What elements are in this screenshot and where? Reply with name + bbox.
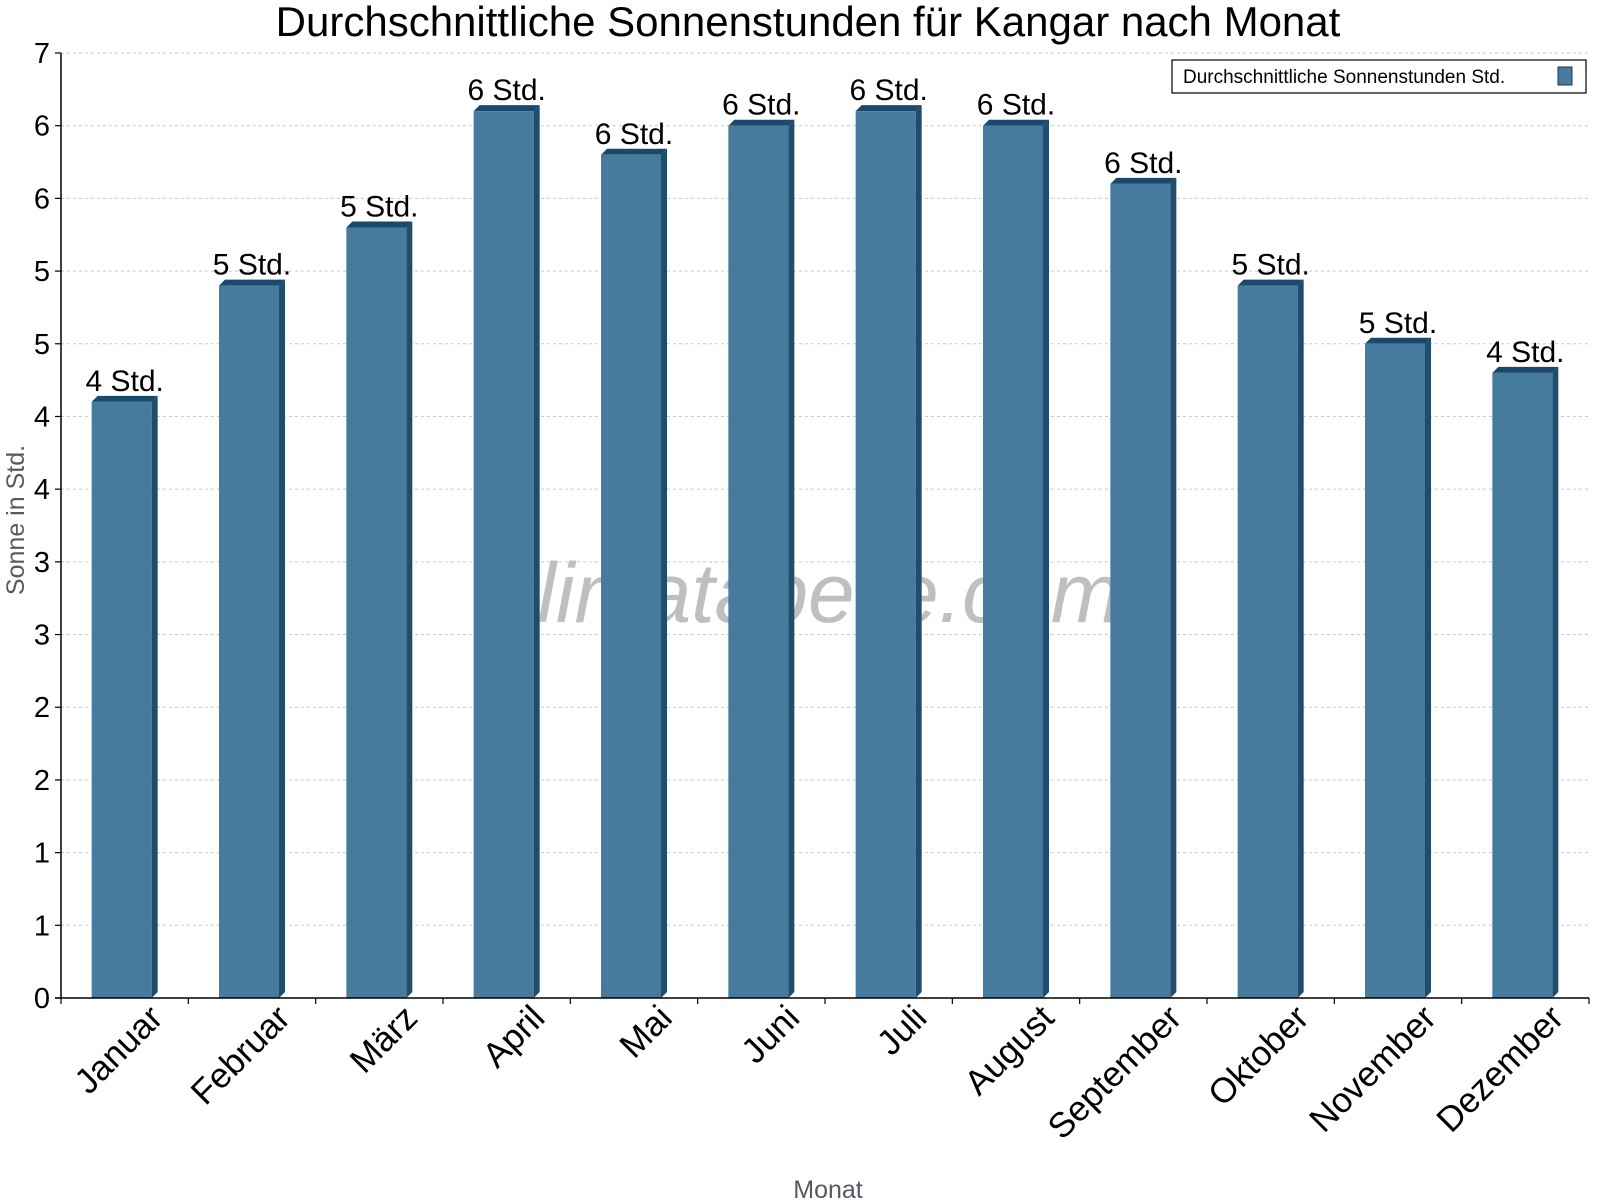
y-tick-label: 6 — [34, 183, 50, 215]
bar-top — [1110, 177, 1177, 184]
bar-februar: 5 Std. — [213, 249, 291, 999]
bar-face — [473, 111, 534, 998]
bar-face — [728, 125, 789, 998]
x-tick-label: September — [1040, 998, 1189, 1147]
bar-side — [1552, 366, 1559, 998]
bar-top — [219, 279, 285, 286]
bar-face — [1365, 343, 1425, 998]
bar-side — [1425, 337, 1431, 998]
y-tick-label: 2 — [34, 692, 50, 724]
data-label: 6 Std. — [722, 89, 800, 122]
y-tick-label: 3 — [34, 620, 50, 652]
axes — [55, 53, 1589, 999]
data-label: 4 Std. — [1486, 336, 1564, 369]
data-label: 6 Std. — [595, 118, 673, 151]
y-tick-label: 5 — [34, 329, 50, 361]
bar-face — [601, 154, 661, 998]
bar-august: 6 Std. — [977, 89, 1055, 998]
data-label: 6 Std. — [977, 89, 1055, 122]
bar-top — [601, 148, 667, 155]
bar-oktober: 5 Std. — [1231, 249, 1310, 999]
bar-top — [91, 395, 158, 402]
data-label: 6 Std. — [467, 74, 545, 107]
bar-top — [473, 105, 540, 112]
y-tick-label: 6 — [34, 111, 50, 143]
x-tick-label: März — [342, 998, 425, 1081]
y-axis-label: Sonne in Std. — [2, 445, 30, 595]
data-label: 5 Std. — [213, 249, 291, 282]
bar-top — [728, 119, 795, 126]
bar-september: 6 Std. — [1104, 147, 1183, 998]
bar-top — [1365, 337, 1431, 344]
bar-top — [1237, 279, 1304, 286]
legend-swatch — [1557, 66, 1573, 86]
x-tick-label: Juni — [734, 998, 807, 1071]
bar-januar: 4 Std. — [85, 365, 164, 998]
bar-face — [1237, 285, 1298, 999]
x-tick-label: Dezember — [1429, 998, 1571, 1140]
legend: Durchschnittliche Sonnenstunden Std. — [1171, 59, 1587, 94]
data-label: 5 Std. — [1231, 249, 1309, 282]
bar-side — [1170, 177, 1177, 998]
y-tick-label: 3 — [34, 547, 50, 579]
x-tick-label: Februar — [183, 998, 297, 1112]
x-tick-label: Oktober — [1201, 998, 1317, 1114]
y-tick-label: 2 — [34, 765, 50, 797]
bar-face — [1110, 183, 1171, 998]
bar-face — [346, 227, 407, 998]
bar-top — [983, 119, 1049, 126]
bar-side — [915, 105, 922, 998]
chart-title: Durchschnittliche Sonnenstunden für Kang… — [276, 0, 1341, 45]
data-label: 5 Std. — [1359, 307, 1437, 340]
bar-juni: 6 Std. — [722, 89, 801, 998]
bar-mai: 6 Std. — [595, 118, 673, 998]
bar-side — [533, 105, 540, 998]
bar-märz: 5 Std. — [340, 190, 419, 998]
bar-side — [1297, 279, 1304, 999]
x-tick-label: November — [1302, 998, 1444, 1140]
bar-side — [661, 148, 667, 998]
x-tick-label: Juli — [870, 998, 935, 1063]
y-tick-label: 1 — [34, 910, 50, 942]
bar-top — [855, 105, 922, 112]
bar-face — [219, 285, 279, 999]
bar-face — [1492, 372, 1553, 998]
bar-top — [346, 221, 413, 228]
bar-juli: 6 Std. — [849, 74, 928, 998]
bar-dezember: 4 Std. — [1486, 336, 1565, 998]
y-axis-ticks: 0 1 1 2 2 3 3 4 4 5 5 6 6 7 — [34, 38, 61, 1015]
legend-box — [1171, 59, 1587, 94]
data-label: 6 Std. — [849, 74, 927, 107]
bar-side — [406, 221, 413, 998]
bar-side — [151, 395, 158, 998]
bar-side — [1043, 119, 1049, 998]
y-tick-label: 7 — [34, 38, 50, 70]
y-tick-label: 0 — [34, 983, 50, 1015]
y-tick-label: 5 — [34, 256, 50, 288]
bar-side — [788, 119, 795, 998]
bars: 4 Std. 5 Std. 5 Std. 6 Std. 6 Std. 6 Std. 6 St… — [85, 74, 1565, 999]
y-tick-label: 4 — [34, 401, 50, 433]
y-tick-label: 4 — [34, 474, 50, 506]
x-tick-label: Mai — [612, 998, 679, 1065]
bar-side — [279, 279, 285, 999]
bar-november: 5 Std. — [1359, 307, 1437, 998]
y-tick-label: 1 — [34, 838, 50, 870]
x-axis-ticks: Januar Februar März April Mai Juni Juli AugustS… — [60, 998, 1590, 1147]
data-label: 4 Std. — [85, 365, 163, 398]
x-axis-label: Monat — [793, 1176, 863, 1200]
bar-face — [91, 401, 152, 998]
x-tick-label: August — [957, 998, 1062, 1103]
bar-top — [1492, 366, 1559, 373]
gridlines — [61, 52, 1589, 926]
data-label: 6 Std. — [1104, 147, 1182, 180]
bar-face — [855, 111, 916, 998]
x-tick-label: April — [475, 998, 552, 1075]
bar-face — [983, 125, 1043, 998]
x-tick-label: Januar — [67, 998, 170, 1101]
bar-april: 6 Std. — [467, 74, 546, 998]
legend-entry-label: Durchschnittliche Sonnenstunden Std. — [1183, 67, 1505, 88]
data-label: 5 Std. — [340, 190, 418, 223]
